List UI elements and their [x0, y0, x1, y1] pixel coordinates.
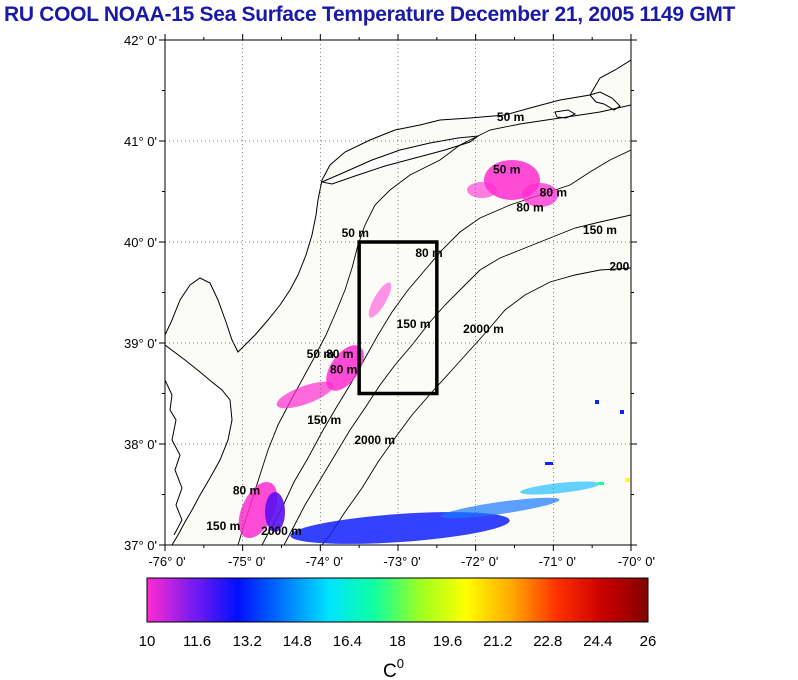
sst-pixels	[238, 160, 630, 544]
sst-fleck-3	[620, 410, 624, 414]
colorbar-tick-label: 21.2	[483, 633, 512, 650]
contour-label: 80 m	[326, 347, 353, 361]
land-delmarva	[165, 344, 233, 545]
sst-patch-north-west	[467, 182, 497, 198]
contour-label: 150 m	[206, 519, 240, 533]
lon-tick-label: -70° 0'	[618, 554, 655, 569]
sst-patch-south-blue	[290, 512, 510, 544]
lat-tick-label: 39° 0'	[124, 336, 157, 351]
colorbar-tick-label: 14.8	[283, 633, 312, 650]
lon-tick-label: -75° 0'	[228, 554, 265, 569]
lat-tick-label: 41° 0'	[124, 134, 157, 149]
map-title: RU COOL NOAA-15 Sea Surface Temperature …	[4, 3, 736, 26]
sst-patch-mid-2	[276, 381, 334, 409]
contour-label: 80 m	[516, 201, 543, 215]
colorbar-tick-label: 11.6	[183, 633, 211, 650]
colorbar-ticks: 10 11.6 13.2 14.8 16.4 18 19.6 21.2 22.8 24.4 26	[139, 633, 657, 650]
colorbar-tick-label: 19.6	[433, 633, 462, 650]
contour-150m	[283, 214, 631, 545]
colorbar-gradient	[146, 577, 649, 623]
colorbar-tick-label: 26	[640, 633, 657, 650]
colorbar-unit: C0	[383, 656, 404, 680]
study-area-box[interactable]	[357, 240, 439, 396]
lat-tick-label: 42° 0'	[124, 33, 157, 48]
contour-label: 80 m	[415, 246, 442, 260]
lat-tick-label: 37° 0'	[124, 538, 157, 553]
colorbar-tick-label: 24.4	[583, 633, 612, 650]
contour-2000m	[321, 267, 631, 545]
lon-tick-label: -72° 0'	[461, 554, 498, 569]
contour-label: 50 m	[307, 347, 334, 361]
latitude-axis: 42° 0' 41° 0' 40° 0' 39° 0' 38° 0' 37° 0'	[124, 33, 637, 553]
sst-fleck-green	[598, 482, 604, 485]
colorbar-tick-label: 18	[389, 633, 406, 650]
lon-tick-label: -71° 0'	[539, 554, 576, 569]
longitude-axis: -76° 0' -75° 0' -74° 0' -73° 0' -72° 0' -71° …	[148, 34, 655, 569]
coastline-bay	[165, 379, 183, 536]
contour-label: 50 m	[497, 110, 524, 124]
contour-label: 150 m	[307, 413, 341, 427]
sst-patch-south-blue-2	[440, 497, 560, 519]
sst-patch-mid	[326, 345, 364, 391]
contour-label: 200	[609, 259, 629, 273]
sst-fleck-2	[595, 400, 599, 404]
land-long-island	[320, 135, 480, 185]
lat-tick-label: 38° 0'	[124, 437, 157, 452]
contour-label: 80 m	[330, 362, 357, 376]
lat-tick-label: 40° 0'	[124, 235, 157, 250]
colorbar: 10 11.6 13.2 14.8 16.4 18 19.6 21.2 22.8 24.4 26 C…	[139, 577, 657, 680]
colorbar-tick-label: 16.4	[333, 633, 362, 650]
land-mainland	[165, 40, 631, 353]
colorbar-tick-label: 10	[139, 633, 156, 650]
sst-patch-south-cyan	[520, 481, 600, 495]
colorbar-tick-label: 22.8	[533, 633, 562, 650]
sst-patch-north-east	[522, 183, 558, 207]
contour-label: 2000 m	[463, 322, 504, 336]
sst-patch-box	[368, 282, 392, 318]
contour-label: 80 m	[233, 484, 260, 498]
contour-label: 80 m	[540, 186, 567, 200]
colorbar-unit-superscript: 0	[397, 656, 404, 671]
contour-label: 150 m	[397, 317, 431, 331]
lon-tick-label: -73° 0'	[383, 554, 420, 569]
contour-label: 50 m	[493, 162, 520, 176]
contour-label: 150 m	[583, 223, 617, 237]
lon-tick-label: -76° 0'	[148, 554, 185, 569]
contour-label: 50 m	[342, 226, 369, 240]
contour-50m	[237, 104, 631, 545]
lon-tick-label: -74° 0'	[306, 554, 343, 569]
colorbar-tick-label: 13.2	[233, 633, 262, 650]
colorbar-unit-base: C	[383, 661, 397, 680]
contour-label: 2000 m	[354, 433, 395, 447]
contour-label: 2000 m	[261, 524, 302, 538]
sst-patch-south-violet	[265, 492, 285, 532]
sst-fleck-1	[545, 462, 553, 465]
sst-fleck-yellow	[625, 478, 630, 482]
